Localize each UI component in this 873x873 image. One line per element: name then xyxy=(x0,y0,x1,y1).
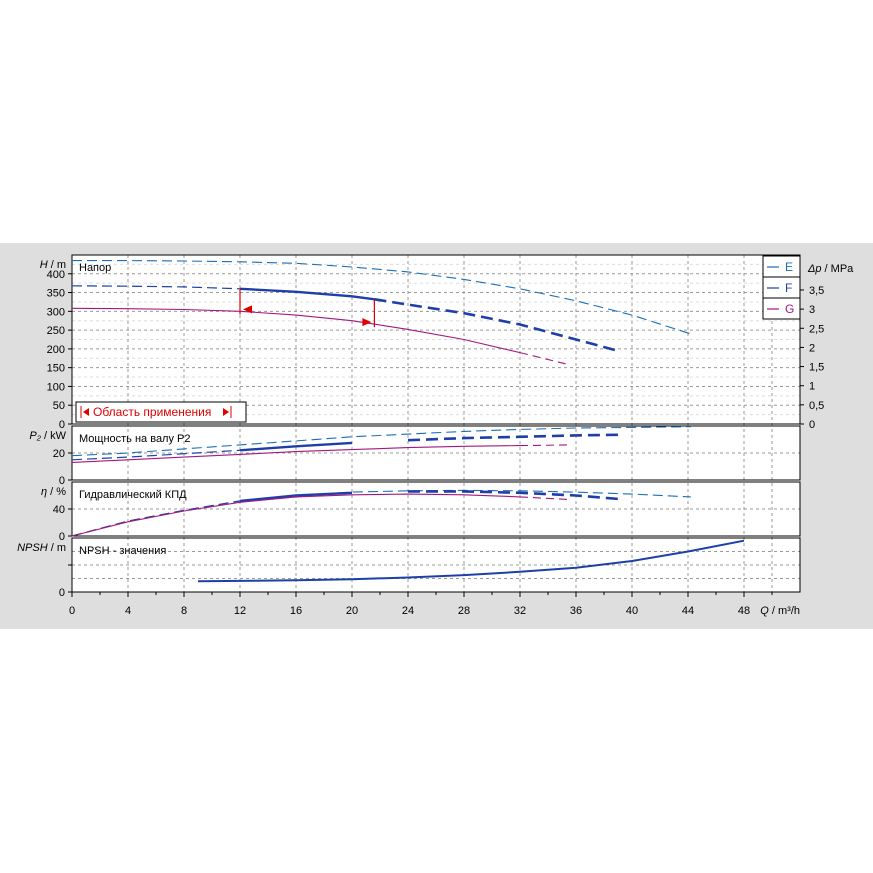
y-axis-title-efficiency: η / % xyxy=(41,486,66,498)
series-F-power-operating xyxy=(239,441,353,452)
x-axis-var: Q xyxy=(760,605,769,617)
y-tick-label: 350 xyxy=(47,288,65,300)
y-tick-label: 40 xyxy=(53,504,65,516)
y-axis-unit: / m xyxy=(48,259,66,271)
series-G-efficiency xyxy=(71,493,521,537)
y-axis-var: η xyxy=(41,486,47,498)
panel-title-efficiency: Гидравлический КПД xyxy=(79,489,187,501)
panel-title-npsh: NPSH - значения xyxy=(79,545,166,557)
legend-item-G xyxy=(762,297,801,320)
op-range-min-arrow xyxy=(243,305,252,314)
right-axis-title: Δp / MPa xyxy=(807,263,854,275)
series-F-efficiency-operating xyxy=(239,491,353,503)
right-tick-label: 3,5 xyxy=(809,285,824,297)
right-tick-label: 2,5 xyxy=(809,323,824,335)
op-range-left-arrow xyxy=(83,408,89,416)
x-tick-label: 28 xyxy=(458,605,470,617)
x-tick-label: 0 xyxy=(69,605,75,617)
y-tick-label: 400 xyxy=(47,269,65,281)
y-axis-title-power: P₂ / kW xyxy=(29,430,66,442)
legend-label-F: F xyxy=(785,281,792,295)
y-tick-label: 0 xyxy=(59,419,65,431)
right-tick-label: 0,5 xyxy=(809,400,824,412)
series-F-head xyxy=(71,285,241,290)
series-F-power-extended xyxy=(407,433,619,442)
series-E-power xyxy=(71,426,691,457)
series-F-npsh xyxy=(197,539,745,583)
series-F-efficiency xyxy=(71,500,241,537)
y-axis-var: P₂ xyxy=(29,430,41,442)
y-tick-label: 150 xyxy=(47,363,65,375)
x-tick-label: 36 xyxy=(570,605,582,617)
op-range-label: Область применения xyxy=(93,405,211,419)
y-axis-title-npsh: NPSH / m xyxy=(17,542,66,554)
y-axis-unit: / % xyxy=(47,486,66,498)
right-tick-label: 0 xyxy=(809,419,815,431)
right-tick-label: 1,5 xyxy=(809,362,824,374)
series-F-head-operating xyxy=(239,287,375,301)
series-F-head-extended xyxy=(374,298,619,353)
y-tick-label: 0 xyxy=(59,475,65,487)
y-tick-label: 0 xyxy=(59,587,65,599)
x-tick-label: 44 xyxy=(682,605,694,617)
right-tick-label: 3 xyxy=(809,304,815,316)
y-tick-label: 20 xyxy=(53,448,65,460)
series-F-efficiency-extended xyxy=(408,490,619,501)
y-tick-label: 50 xyxy=(53,400,65,412)
series-G-head-extended xyxy=(519,352,571,366)
legend-label-E: E xyxy=(785,260,793,274)
y-axis-var: NPSH xyxy=(17,542,48,554)
x-tick-label: 16 xyxy=(290,605,302,617)
right-axis-var: Δp xyxy=(807,263,822,275)
y-tick-label: 300 xyxy=(47,306,65,318)
series-G-power-extended xyxy=(519,444,571,447)
y-tick-label: 100 xyxy=(47,381,65,393)
x-tick-label: 48 xyxy=(738,605,750,617)
x-tick-label: 40 xyxy=(626,605,638,617)
right-tick-label: 2 xyxy=(809,342,815,354)
x-axis-unit: / m³/h xyxy=(769,605,800,617)
series-E-head xyxy=(72,260,691,335)
panel-title-head: Напор xyxy=(79,262,111,274)
op-range-right-arrow xyxy=(223,408,229,416)
x-tick-label: 12 xyxy=(234,605,246,617)
x-tick-label: 20 xyxy=(346,605,358,617)
panel-title-power: Мощность на валу P2 xyxy=(79,433,191,445)
legend-label-G: G xyxy=(785,302,794,316)
series-G-efficiency-extended xyxy=(519,496,571,501)
x-tick-label: 32 xyxy=(514,605,526,617)
series-G-head xyxy=(71,307,521,354)
x-axis-title: Q / m³/h xyxy=(760,605,800,617)
y-axis-title-head: H / m xyxy=(40,259,66,271)
y-axis-var: H xyxy=(40,259,48,271)
y-axis-unit: / kW xyxy=(41,430,67,442)
op-range-max-arrow xyxy=(362,318,372,327)
x-tick-label: 8 xyxy=(181,605,187,617)
panel-frame-head xyxy=(71,254,801,425)
right-tick-label: 1 xyxy=(809,381,815,393)
series-G-power xyxy=(71,445,521,463)
y-tick-label: 0 xyxy=(59,531,65,543)
y-tick-label: 200 xyxy=(47,344,65,356)
y-tick-label: 250 xyxy=(47,325,65,337)
x-tick-label: 4 xyxy=(125,605,131,617)
series-F-power xyxy=(71,449,241,461)
x-tick-label: 24 xyxy=(402,605,414,617)
y-axis-unit: / m xyxy=(48,542,66,554)
right-axis-unit: / MPa xyxy=(822,263,855,275)
op-range-label-box xyxy=(75,401,247,423)
